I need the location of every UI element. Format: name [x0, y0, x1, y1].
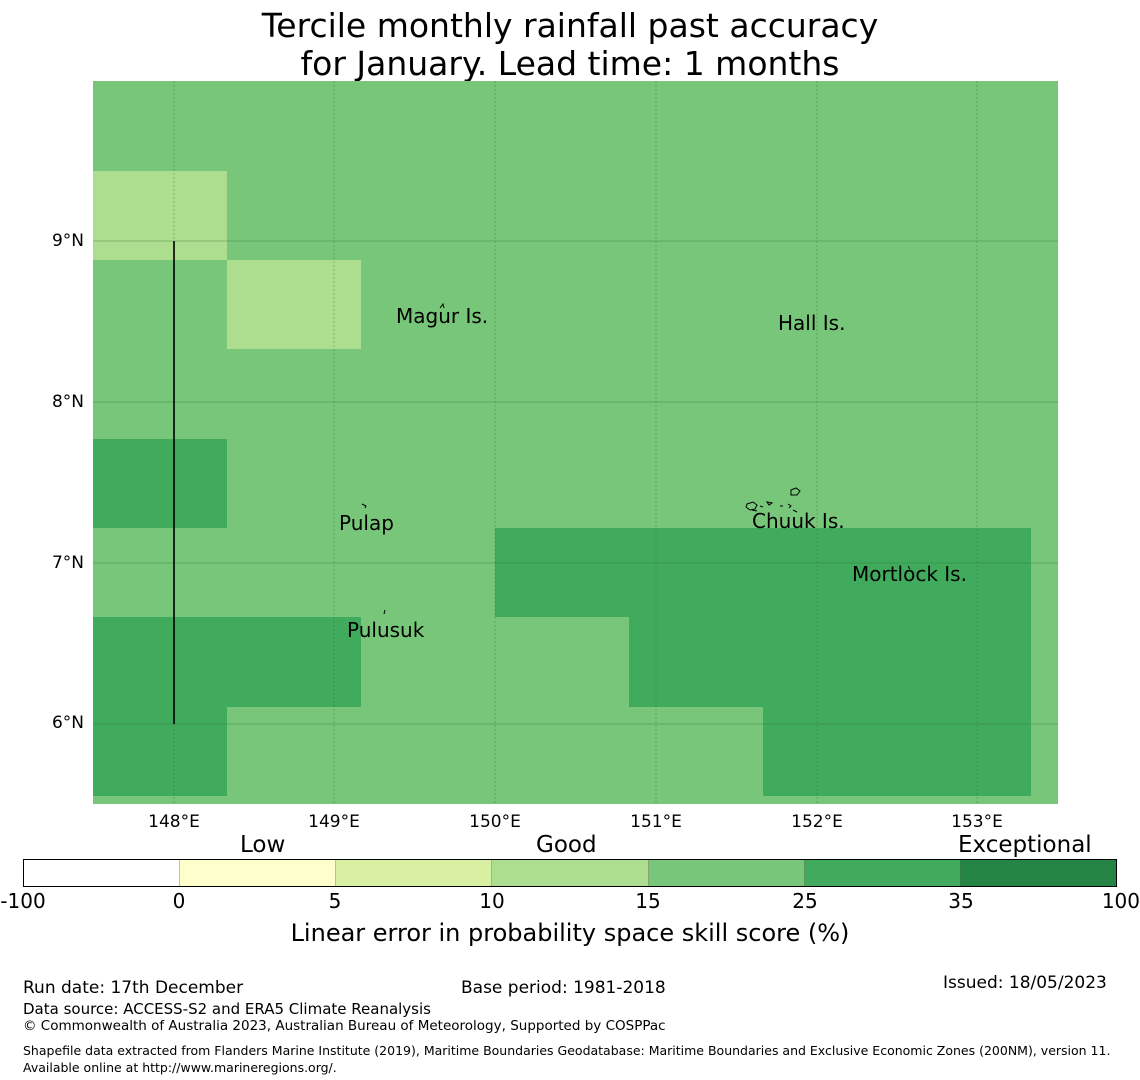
place-label-pulap: Pulap	[339, 511, 394, 535]
lat-label: 7°N	[51, 553, 84, 573]
place-label-chuuk: Chuuk Is.	[752, 509, 845, 533]
cell-low-skill	[93, 171, 227, 260]
colorbar-tick: 15	[635, 889, 661, 913]
lat-label: 6°N	[51, 713, 84, 733]
colorbar-tick: 100	[1101, 889, 1140, 913]
cell-low-skill	[227, 260, 361, 349]
lon-label: 152°E	[791, 812, 843, 832]
base-period: Base period: 1981-2018	[461, 978, 666, 998]
lon-label: 150°E	[469, 812, 521, 832]
colorbar-tick: 5	[328, 889, 342, 913]
island-outlines	[361, 302, 911, 615]
lat-label: 8°N	[51, 392, 84, 412]
cell-high-skill	[629, 617, 1031, 707]
lon-label: 148°E	[148, 812, 200, 832]
data-source: Data source: ACCESS-S2 and ERA5 Climate …	[23, 1000, 431, 1018]
lon-label: 153°E	[951, 812, 1003, 832]
colorbar-segment	[492, 860, 649, 886]
cell-high-skill	[495, 528, 1031, 617]
colorbar	[23, 859, 1117, 887]
colorbar-tick: 0	[172, 889, 186, 913]
cell-high-skill	[93, 439, 227, 528]
chart-title-line2: for January. Lead time: 1 months	[300, 44, 840, 83]
cell-high-skill	[93, 617, 361, 707]
place-label-magur: Magur Is.	[396, 304, 489, 328]
lon-label: 149°E	[308, 812, 360, 832]
colorbar-tick: 25	[792, 889, 818, 913]
colorbar-segment	[804, 860, 961, 886]
place-label-hall: Hall Is.	[778, 311, 846, 335]
band-label-low: Low	[240, 832, 286, 858]
band-label-exceptional: Exceptional	[958, 832, 1092, 858]
lon-label: 151°E	[630, 812, 682, 832]
colorbar-label: Linear error in probability space skill …	[290, 919, 850, 947]
cell-high-skill	[763, 707, 1031, 796]
band-label-good: Good	[536, 832, 597, 858]
run-date: Run date: 17th December	[23, 978, 244, 998]
chart-title-line1: Tercile monthly rainfall past accuracy	[261, 6, 879, 45]
colorbar-segment	[960, 860, 1116, 886]
colorbar-segment	[336, 860, 493, 886]
colorbar-segment	[24, 860, 181, 886]
colorbar-tick: -100	[0, 889, 46, 913]
colorbar-segment	[648, 860, 805, 886]
place-label-pulusuk: Pulusuk	[347, 618, 425, 642]
colorbar-segment	[180, 860, 337, 886]
issued-date: Issued: 18/05/2023	[943, 973, 1107, 993]
copyright: © Commonwealth of Australia 2023, Austra…	[23, 1018, 666, 1034]
shapefile-credit: Shapefile data extracted from Flanders M…	[23, 1043, 1111, 1075]
place-label-mortlock: Mortlock Is.	[852, 562, 967, 586]
cell-high-skill	[93, 707, 227, 796]
lat-label: 9°N	[51, 231, 84, 251]
colorbar-tick: 35	[948, 889, 974, 913]
colorbar-tick: 10	[479, 889, 505, 913]
